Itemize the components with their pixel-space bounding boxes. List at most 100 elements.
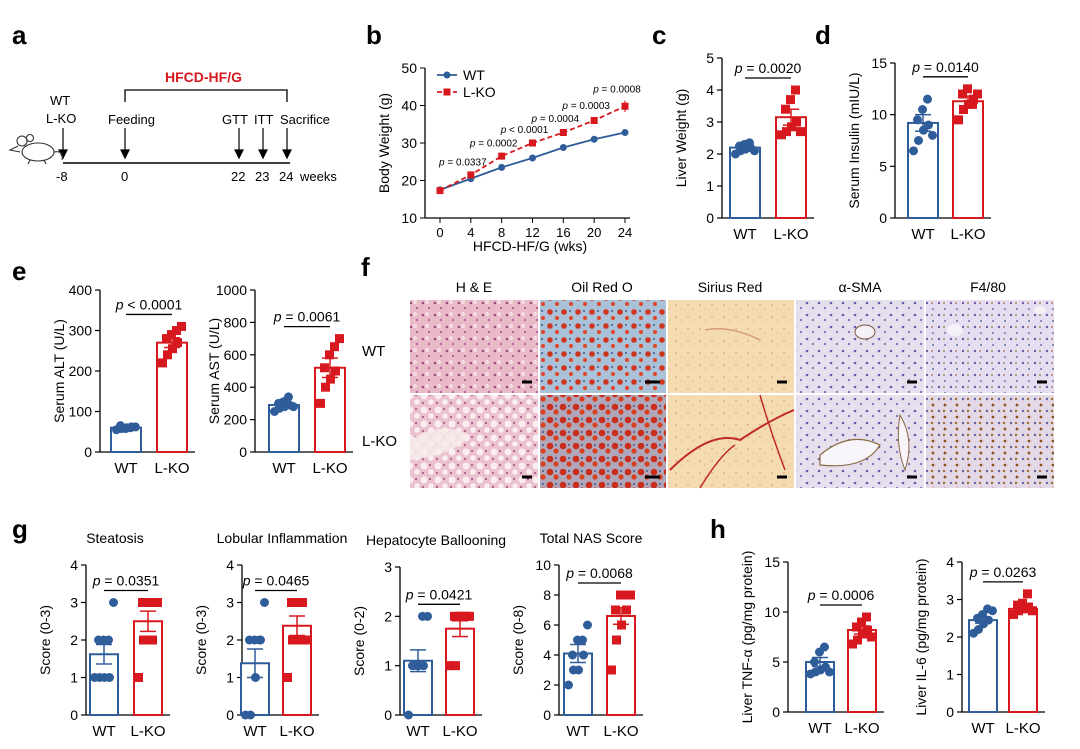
data-point-ko [1014, 606, 1023, 616]
legend-marker-wt [443, 71, 451, 79]
data-point-ko [153, 598, 162, 607]
bar-l-ko [445, 627, 475, 717]
y-tick-label: 10 [871, 107, 887, 123]
data-point-ko [857, 617, 866, 627]
histology-row-ko: L-KO [362, 433, 397, 450]
serum-ast-bar-chart: 0 200 400 600 800 1000 Serum AST (U/L) WT L-KO p … [206, 282, 353, 477]
data-point-wt [498, 163, 506, 171]
y-tick-label: 1 [706, 178, 714, 194]
y-tick-label: 3 [226, 595, 234, 611]
data-point-ko [958, 89, 967, 99]
x-tick-label: L-KO [844, 720, 879, 737]
data-point-wt [913, 115, 922, 125]
liver-tnf-bar-chart: 0 5 10 15 Liver TNF-α (pg/mg protein) WT L-KO p… [739, 551, 884, 737]
data-point-ko [787, 122, 796, 132]
x-tick-label: L-KO [312, 460, 347, 477]
panel-label-b: b [366, 20, 382, 50]
tissue-features [410, 306, 1046, 489]
p-value: p = 0.0351 [92, 573, 160, 589]
mouse-icon [8, 133, 63, 165]
data-point-ko [616, 590, 625, 600]
panel-label-h: h [710, 514, 726, 544]
data-point-ko [867, 632, 876, 642]
data-point-ko [326, 374, 335, 384]
x-tick-label: L-KO [950, 226, 985, 243]
data-point-wt [984, 615, 993, 625]
x-tick-label: 0 [436, 225, 443, 240]
data-point-ko [467, 171, 475, 179]
y-axis-label: Liver Weight (g) [673, 89, 689, 188]
x-tick-label: WT [566, 723, 589, 740]
y-tick-label: 10 [535, 557, 551, 573]
data-point-ko [167, 330, 176, 340]
data-point-ko [791, 85, 800, 95]
y-tick-label: 0 [239, 444, 247, 460]
x-tick-label: 4 [467, 225, 474, 240]
image-oilredo-wt [540, 300, 666, 393]
legend-label-wt: WT [463, 67, 485, 83]
data-point-ko [626, 590, 635, 600]
data-point-ko [968, 99, 977, 109]
hepatocyte-ballooning-bar-chart: 0 1 2 3 Score (0-2) Hepatocyte Ballooning WT L-… [351, 532, 506, 740]
timeline-unit: weeks [299, 169, 337, 184]
data-point-ko [796, 127, 805, 137]
event-sacrifice: Sacrifice [280, 112, 330, 127]
image-he-wt [410, 300, 538, 393]
x-tick-label: L-KO [773, 226, 808, 243]
data-point-ko [446, 661, 455, 671]
p-value: p = 0.0465 [242, 573, 310, 589]
y-axis-label: Score (0-3) [193, 605, 209, 675]
timeline-group-wt: WT [50, 93, 70, 108]
y-tick-label: 15 [764, 554, 780, 570]
x-tick-label: L-KO [1005, 720, 1040, 737]
data-point-ko [621, 102, 629, 110]
y-tick-label: 6 [543, 617, 551, 633]
p-value: p = 0.0020 [734, 60, 802, 76]
data-point-ko [781, 104, 790, 114]
x-tick-label: L-KO [603, 723, 638, 740]
p-value: p = 0.0006 [807, 587, 875, 603]
y-tick-label: 2 [70, 632, 78, 648]
y-tick-label: 5 [706, 50, 714, 66]
liver-weight-bar-chart: 0 1 2 3 4 5 Liver Weight (g) WT L-KO p = 0.0020 [673, 50, 814, 243]
data-point-ko [325, 350, 334, 360]
data-point-ko [168, 344, 177, 354]
y-axis-label: Score (0-3) [37, 605, 53, 675]
data-point-ko [138, 598, 147, 607]
y-tick-label: 0 [706, 210, 714, 226]
y-tick-label: 400 [69, 282, 93, 298]
data-point-wt [590, 135, 598, 143]
data-point-ko [172, 326, 181, 335]
p-value: p < 0.0001 [115, 296, 183, 312]
timeline-diet-label: HFCD-HF/G [165, 69, 242, 85]
y-tick-label: 8 [543, 587, 551, 603]
y-tick-label: 800 [224, 314, 248, 330]
x-tick-label: 12 [525, 225, 539, 240]
image-siriusred-wt [668, 300, 794, 393]
data-point-ko [1019, 604, 1028, 614]
bar-wt [729, 146, 761, 220]
y-axis-label: Serum ALT (U/L) [51, 319, 67, 423]
data-point-wt [568, 650, 577, 660]
y-tick-label: 600 [224, 347, 248, 363]
y-tick-label: 0 [946, 704, 954, 720]
diet-bracket [124, 89, 288, 102]
data-point-ko [612, 635, 621, 645]
data-point-ko [622, 605, 631, 615]
timeline-arrows [58, 128, 292, 160]
lobular-inflammation-bar-chart: 0 1 2 3 4 Score (0-3) Lobular Inflammation WT L-… [193, 530, 347, 740]
data-point-ko [959, 105, 968, 114]
y-tick-label: 400 [224, 379, 248, 395]
x-tick-label: WT [243, 723, 266, 740]
x-tick-label: WT [272, 460, 295, 477]
x-tick-label: WT [406, 723, 429, 740]
bar-l-ko [133, 620, 163, 716]
y-tick-label: 0 [543, 707, 551, 723]
y-tick-label: 1 [384, 658, 392, 674]
legend-label-ko: L-KO [463, 84, 496, 100]
panel-label-d: d [815, 20, 831, 50]
panel-label-c: c [652, 20, 666, 50]
p-value: p = 0.0140 [911, 59, 979, 75]
data-point-wt [928, 130, 937, 140]
data-point-ko [777, 130, 786, 140]
